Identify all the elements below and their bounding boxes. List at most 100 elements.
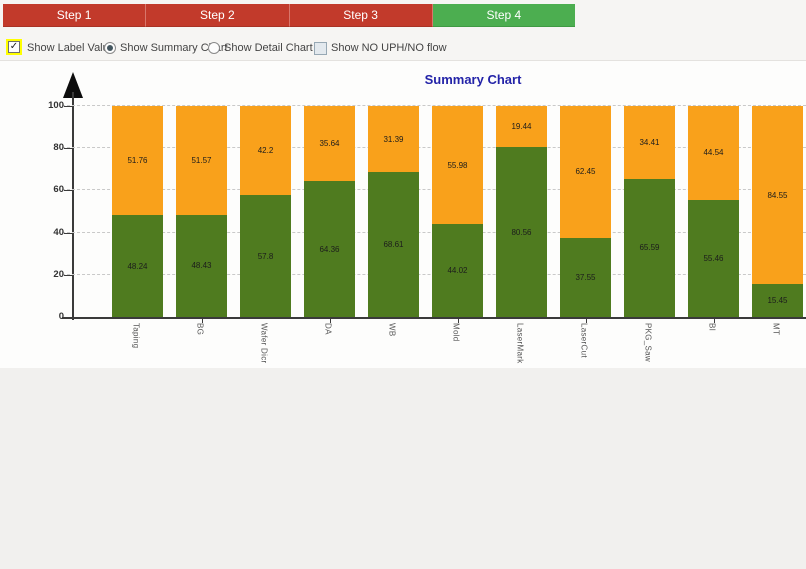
bar-value-label: 37.55 <box>575 272 596 282</box>
y-axis-tick <box>64 190 73 192</box>
chart-title: Summary Chart <box>424 72 522 87</box>
bar-value-label: 42.2 <box>257 146 274 156</box>
tab-step-1[interactable]: Step 1 <box>3 4 147 27</box>
bar-segment-orange: 51.57 <box>176 106 227 215</box>
section-divider <box>0 60 806 61</box>
bar-segment-orange: 34.41 <box>624 106 675 179</box>
bar-value-label: 62.45 <box>575 167 596 177</box>
y-axis-tick <box>64 232 73 234</box>
bar-segment-green: 80.56 <box>496 147 547 317</box>
bar-segment-green: 64.36 <box>304 181 355 317</box>
bar-segment-green: 48.43 <box>176 214 227 317</box>
show-label-value-highlight: ✓ <box>6 39 22 55</box>
x-axis-tick <box>329 318 331 323</box>
bar-segment-green: 48.24 <box>112 215 163 317</box>
tab-step-4-active[interactable]: Step 4 <box>432 4 575 27</box>
bar-value-label: 65.59 <box>639 243 660 253</box>
x-axis-category-label: Taping <box>131 323 141 349</box>
bar-value-label: 34.41 <box>639 137 660 147</box>
y-axis-tick-label: 20 <box>53 268 64 280</box>
x-axis-category-label: WB <box>387 323 397 337</box>
show-summary-chart-radio[interactable] <box>104 42 116 54</box>
bar-segment-orange: 62.45 <box>560 106 611 238</box>
bar-value-label: 55.98 <box>447 160 468 170</box>
y-axis-tick-label: 100 <box>48 100 64 111</box>
bar-LaserCut: 62.45 37.55 <box>560 106 611 317</box>
x-axis-category-label: LaserMark <box>515 323 525 364</box>
x-axis-category-label: Wafer Dicr <box>259 323 269 364</box>
show-summary-chart-label[interactable]: Show Summary Chart <box>120 42 228 54</box>
bar-segment-orange: 42.2 <box>240 106 291 196</box>
y-axis-tick <box>64 274 73 276</box>
x-axis-category-label: PKG_Saw <box>643 323 653 363</box>
bar-value-label: 48.43 <box>191 261 212 271</box>
x-axis-category-label: BI <box>707 323 717 332</box>
radio-selected-dot <box>107 45 113 51</box>
x-axis-category-label: MT <box>771 323 781 336</box>
bar-value-label: 57.8 <box>257 251 274 261</box>
bar-segment-green: 44.02 <box>432 224 483 317</box>
y-axis-tick-label: 0 <box>58 311 64 322</box>
bar-DA: 35.64 64.36 <box>304 106 355 317</box>
bar-segment-green: 57.8 <box>240 195 291 317</box>
y-axis-arrow-icon <box>63 72 83 98</box>
tab-step-2[interactable]: Step 2 <box>146 4 290 27</box>
bar-segment-green: 55.46 <box>688 199 739 317</box>
x-axis-line <box>62 317 806 319</box>
bar-segment-orange: 55.98 <box>432 106 483 225</box>
bar-value-label: 44.02 <box>447 266 468 276</box>
bar-Wafer Dicr: 42.2 57.8 <box>240 106 291 317</box>
bar-value-label: 19.44 <box>511 122 532 131</box>
bar-value-label: 68.61 <box>383 240 404 250</box>
bar-WB: 31.39 68.61 <box>368 106 419 317</box>
bar-value-label: 48.24 <box>127 261 148 271</box>
bar-Mold: 55.98 44.02 <box>432 106 483 317</box>
x-axis-tick <box>201 318 203 323</box>
y-axis-tick <box>64 317 73 318</box>
bar-value-label: 80.56 <box>511 227 532 237</box>
bar-segment-green: 68.61 <box>368 172 419 317</box>
bar-BI: 44.54 55.46 <box>688 106 739 317</box>
bar-value-label: 31.39 <box>383 134 404 144</box>
bar-segment-orange: 51.76 <box>112 106 163 216</box>
step-tabbar: Step 1 Step 2 Step 3 Step 4 <box>3 4 575 27</box>
gridline-100 <box>62 105 806 106</box>
x-axis-category-label: BG <box>195 323 205 336</box>
bar-MT: 84.55 15.45 <box>752 106 803 317</box>
show-no-uph-checkbox[interactable] <box>314 42 327 55</box>
show-detail-chart-radio[interactable] <box>208 42 220 54</box>
bar-value-label: 51.76 <box>127 156 148 166</box>
bar-value-label: 44.54 <box>703 148 724 158</box>
bar-LaserMark: 19.44 80.56 <box>496 106 547 317</box>
x-axis-tick <box>585 318 587 323</box>
y-axis-tick-label: 80 <box>53 142 64 154</box>
bar-segment-orange: 84.55 <box>752 106 803 285</box>
show-label-value-label[interactable]: Show Label Value <box>27 42 115 54</box>
tab-step-3[interactable]: Step 3 <box>289 4 433 27</box>
bar-segment-orange: 44.54 <box>688 106 739 200</box>
x-axis-category-label: LaserCut <box>579 323 589 358</box>
show-label-value-checkbox[interactable]: ✓ <box>8 41 20 53</box>
bar-value-label: 64.36 <box>319 244 340 254</box>
bar-value-label: 35.64 <box>319 139 340 149</box>
x-axis-category-label: DA <box>323 323 333 335</box>
bar-value-label: 55.46 <box>703 253 724 263</box>
bar-segment-orange: 35.64 <box>304 106 355 182</box>
show-no-uph-label[interactable]: Show NO UPH/NO flow <box>331 42 447 54</box>
bar-segment-green: 65.59 <box>624 178 675 317</box>
y-axis-tick-label: 40 <box>53 226 64 238</box>
x-axis-tick <box>457 318 459 323</box>
bar-BG: 51.57 48.43 <box>176 106 227 317</box>
bar-segment-orange: 19.44 <box>496 106 547 148</box>
bar-Taping: 51.76 48.24 <box>112 106 163 317</box>
bar-segment-orange: 31.39 <box>368 106 419 173</box>
y-axis-tick <box>64 148 73 150</box>
y-axis-line <box>72 92 74 320</box>
y-axis-tick-label: 60 <box>53 184 64 196</box>
bar-segment-green: 37.55 <box>560 237 611 317</box>
bar-value-label: 51.57 <box>191 155 212 165</box>
bar-value-label: 84.55 <box>767 190 788 200</box>
show-detail-chart-label[interactable]: Show Detail Chart <box>224 42 313 54</box>
x-axis-tick <box>713 318 715 323</box>
